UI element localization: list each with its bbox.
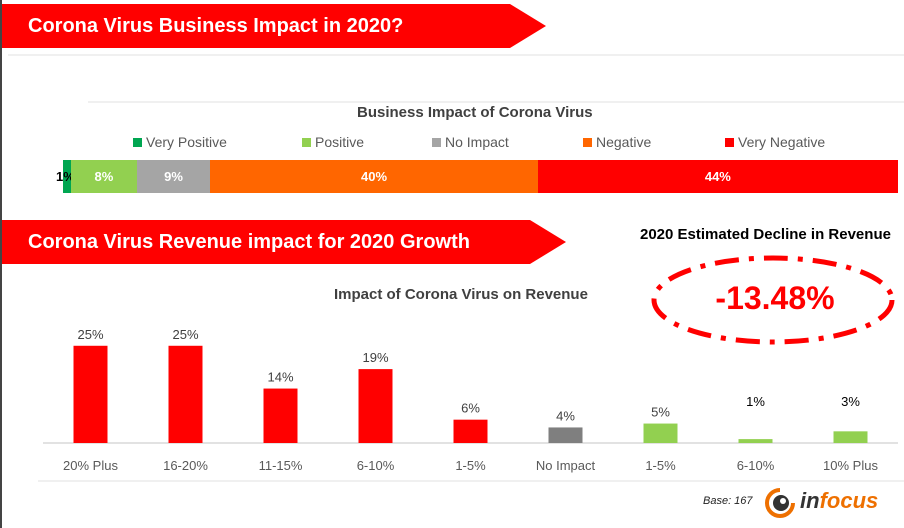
- category-label: 11-15%: [259, 458, 303, 473]
- brand-name: infocus: [800, 488, 879, 513]
- data-label: 4%: [556, 408, 575, 423]
- business-impact-legend: Very Positive Positive No Impact Negative Ve…: [0, 134, 904, 152]
- data-label: 1%: [746, 394, 765, 409]
- data-label: 19%: [362, 350, 388, 365]
- bar: [548, 427, 583, 443]
- legend-label: Very Negative: [738, 134, 826, 150]
- data-label: 5%: [651, 405, 670, 420]
- stack-segment: 8%: [71, 160, 137, 193]
- data-label: 3%: [841, 394, 860, 409]
- category-label: 10% Plus: [823, 458, 878, 473]
- decline-title: 2020 Estimated Decline in Revenue: [640, 226, 891, 243]
- category-label: 6-10%: [357, 458, 395, 473]
- stack-segment: 9%: [136, 160, 211, 193]
- legend-swatch: [133, 137, 142, 147]
- category-label: 20% Plus: [63, 458, 118, 473]
- legend-item: Positive: [302, 134, 364, 150]
- business-impact-stacked-bar: 1% 8% 9% 40% 44%: [56, 160, 898, 193]
- legend-item: No Impact: [432, 134, 509, 150]
- category-label: 1-5%: [455, 458, 486, 473]
- legend-item: Very Negative: [725, 134, 825, 150]
- legend-item: Very Positive: [133, 134, 227, 150]
- business-impact-chart-title: Business Impact of Corona Virus: [357, 104, 593, 121]
- bar: [358, 369, 393, 443]
- data-label: 25%: [172, 327, 198, 342]
- dashed-ellipse: [651, 255, 895, 345]
- banner-title: Corona Virus Revenue impact for 2020 Gro…: [28, 230, 470, 253]
- infocus-logo-icon: [765, 488, 795, 518]
- stack-segment: 40%: [210, 160, 538, 193]
- segment-label: 40%: [361, 169, 388, 184]
- base-count: Base: 167: [703, 495, 753, 507]
- data-label: 14%: [267, 370, 293, 385]
- section-banner-revenue-impact: Corona Virus Revenue impact for 2020 Gro…: [2, 220, 566, 264]
- divider: [88, 101, 904, 103]
- legend-swatch: [302, 137, 311, 147]
- legend-label: Positive: [315, 134, 365, 150]
- legend-label: Very Positive: [146, 134, 227, 150]
- category-label: 1-5%: [645, 458, 676, 473]
- revenue-bar-chart: 25% 20% Plus 25% 16-20% 14% 11-15% 19% 6-10% 6% 1…: [43, 327, 898, 473]
- legend-swatch: [583, 137, 592, 147]
- bar: [73, 345, 108, 443]
- legend-swatch: [725, 137, 734, 147]
- segment-label: 44%: [704, 169, 731, 184]
- legend-label: Negative: [596, 134, 652, 150]
- category-label: No Impact: [536, 458, 596, 473]
- revenue-chart-title: Impact of Corona Virus on Revenue: [334, 286, 588, 303]
- bar: [263, 388, 298, 443]
- bar: [643, 423, 678, 443]
- legend-label: No Impact: [445, 134, 509, 150]
- bar: [738, 439, 773, 443]
- legend-item: Negative: [583, 134, 651, 150]
- bar: [453, 419, 488, 443]
- segment-label: 9%: [164, 169, 183, 184]
- data-label: 6%: [461, 401, 480, 416]
- category-label: 6-10%: [737, 458, 775, 473]
- section-banner-business-impact: Corona Virus Business Impact in 2020?: [2, 4, 546, 48]
- left-edge: [0, 0, 2, 528]
- decline-value: -13.48%: [715, 280, 835, 316]
- category-label: 16-20%: [163, 458, 208, 473]
- divider: [38, 480, 904, 482]
- legend-swatch: [432, 137, 441, 147]
- stack-segment: 1%: [56, 160, 75, 193]
- bar: [168, 345, 203, 443]
- data-label: 25%: [77, 327, 103, 342]
- divider: [8, 54, 904, 56]
- stack-segment: 44%: [537, 160, 898, 193]
- bar: [833, 431, 868, 443]
- segment-label: 1%: [56, 169, 75, 184]
- segment-label: 8%: [94, 169, 114, 184]
- banner-title: Corona Virus Business Impact in 2020?: [28, 14, 404, 37]
